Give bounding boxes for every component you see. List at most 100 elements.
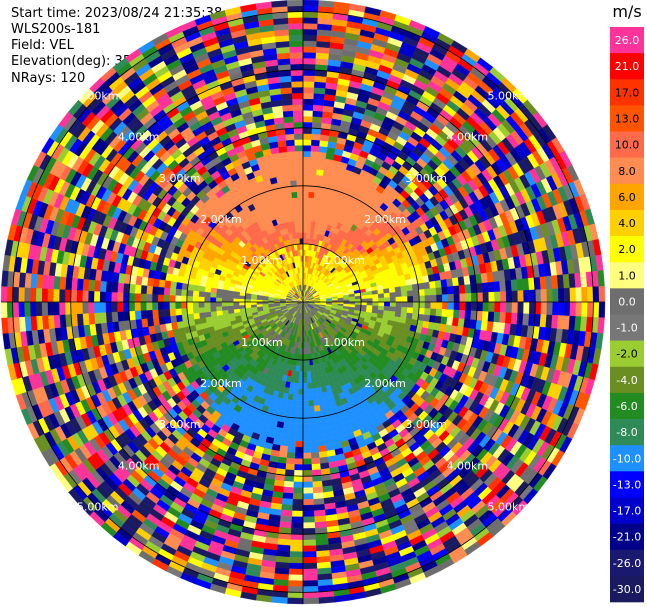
gate-cell bbox=[587, 286, 594, 303]
gate-cell bbox=[53, 275, 61, 290]
gate-cell bbox=[516, 313, 524, 326]
gate-cell bbox=[289, 423, 297, 430]
gate-cell bbox=[146, 309, 153, 319]
gate-cell bbox=[305, 359, 310, 366]
gate-cell bbox=[442, 301, 449, 310]
gate-cell bbox=[302, 46, 317, 53]
gate-cell bbox=[175, 295, 182, 303]
gate-cell bbox=[430, 294, 437, 303]
gate-cell bbox=[294, 376, 300, 384]
gate-cell bbox=[310, 145, 320, 152]
gate-cell bbox=[302, 139, 312, 146]
gate-cell bbox=[598, 301, 606, 318]
nrays: NRays: 120 bbox=[11, 71, 86, 86]
gate-cell bbox=[158, 316, 166, 325]
gate-cell bbox=[465, 301, 472, 311]
gate-cell bbox=[175, 308, 182, 316]
gate-cell bbox=[306, 365, 311, 372]
gate-cell bbox=[302, 23, 318, 30]
gate-cell bbox=[412, 289, 420, 297]
gate-cell bbox=[297, 394, 304, 401]
gate-cell bbox=[294, 458, 304, 465]
gate-cell bbox=[308, 405, 315, 413]
gate-cell bbox=[581, 286, 588, 303]
gate-cell bbox=[317, 157, 326, 165]
gate-cell bbox=[302, 226, 308, 233]
gate-cell bbox=[302, 365, 307, 372]
gate-cell bbox=[458, 284, 466, 294]
gate-cell bbox=[302, 359, 307, 367]
gate-cell bbox=[238, 301, 246, 306]
gate-cell bbox=[383, 306, 391, 312]
gate-cell bbox=[291, 504, 304, 512]
gate-cell bbox=[0, 301, 8, 318]
gate-cell bbox=[481, 282, 489, 293]
gate-cell bbox=[372, 293, 379, 299]
gate-cell bbox=[377, 293, 385, 299]
gate-cell bbox=[318, 145, 328, 154]
gate-cell bbox=[302, 86, 315, 94]
gate-cell bbox=[493, 281, 501, 293]
gate-cell bbox=[186, 289, 194, 297]
gate-cell bbox=[424, 308, 431, 316]
gate-cell bbox=[558, 288, 565, 303]
gate-cell bbox=[47, 301, 54, 316]
gate-cell bbox=[302, 481, 313, 488]
gate-cell bbox=[198, 290, 205, 297]
gate-cell bbox=[180, 295, 188, 303]
gate-cell bbox=[76, 278, 84, 291]
gate-cell bbox=[287, 440, 296, 448]
gate-cell bbox=[287, 586, 304, 593]
gate-cell bbox=[299, 359, 304, 367]
gate-cell bbox=[140, 293, 147, 303]
gate-cell bbox=[313, 504, 326, 511]
gate-cell bbox=[128, 301, 135, 312]
gate-cell bbox=[307, 214, 313, 222]
gate-cell bbox=[302, 81, 315, 88]
gate-cell bbox=[288, 568, 304, 576]
gate-cell bbox=[447, 293, 455, 303]
gate-cell bbox=[453, 293, 460, 303]
gate-cell bbox=[146, 317, 155, 327]
gate-cell bbox=[406, 312, 413, 320]
gate-cell bbox=[440, 279, 448, 288]
gate-cell bbox=[296, 423, 304, 430]
gate-cell bbox=[407, 296, 414, 303]
gate-cell bbox=[349, 296, 356, 300]
gate-cell bbox=[302, 551, 317, 558]
gate-cell bbox=[290, 528, 304, 535]
gate-cell bbox=[163, 287, 171, 296]
gate-cell bbox=[186, 301, 193, 309]
gate-cell bbox=[122, 292, 130, 303]
gate-cell bbox=[360, 295, 367, 300]
gate-cell bbox=[307, 382, 313, 390]
gate-cell bbox=[394, 286, 402, 293]
gate-cell bbox=[307, 209, 313, 216]
gate-cell bbox=[221, 309, 229, 315]
gate-cell bbox=[516, 278, 524, 291]
gate-cell bbox=[314, 81, 327, 89]
gate-cell bbox=[302, 179, 310, 187]
gate-cell bbox=[24, 287, 31, 303]
gate-cell bbox=[292, 499, 304, 506]
gate-cell bbox=[312, 492, 324, 500]
gate-cell bbox=[288, 434, 297, 442]
gate-cell bbox=[288, 562, 304, 570]
gate-cell bbox=[293, 475, 304, 483]
gate-cell bbox=[499, 280, 507, 292]
gate-cell bbox=[289, 545, 304, 552]
gate-cell bbox=[522, 278, 530, 291]
gate-cell bbox=[429, 287, 437, 296]
gate-cell bbox=[302, 11, 319, 18]
gate-cell bbox=[523, 289, 530, 303]
gate-cell bbox=[393, 281, 401, 288]
gate-cell bbox=[193, 284, 200, 292]
gate-cell bbox=[310, 376, 316, 384]
gate-cell bbox=[227, 309, 235, 314]
gate-cell bbox=[290, 533, 304, 541]
gate-cell bbox=[294, 446, 304, 454]
gate-cell bbox=[302, 435, 311, 442]
gate-cell bbox=[313, 93, 326, 100]
gate-cell bbox=[181, 289, 188, 297]
